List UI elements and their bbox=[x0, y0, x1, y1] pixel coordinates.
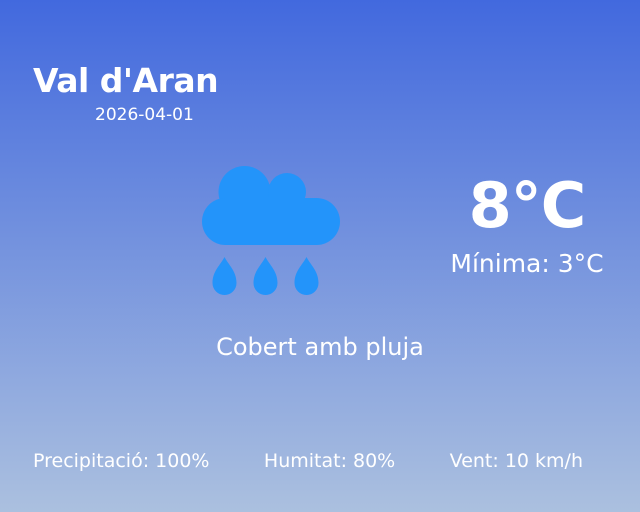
stat-wind: Vent: 10 km/h bbox=[449, 450, 583, 472]
stat-precipitation: Precipitació: 100% bbox=[33, 450, 210, 472]
forecast-date: 2026-04-01 bbox=[95, 105, 194, 125]
condition-text: Cobert amb pluja bbox=[216, 333, 424, 361]
temperature-block: 8°C Mínima: 3°C bbox=[418, 172, 636, 279]
location-title: Val d'Aran bbox=[33, 61, 219, 100]
rain-cloud-icon bbox=[202, 166, 340, 295]
minimum-temperature: Mínima: 3°C bbox=[450, 249, 604, 278]
current-temperature: 8°C bbox=[468, 169, 587, 242]
stats-row: Precipitació: 100% Humitat: 80% Vent: 10… bbox=[0, 449, 640, 473]
stat-humidity: Humitat: 80% bbox=[263, 450, 396, 472]
